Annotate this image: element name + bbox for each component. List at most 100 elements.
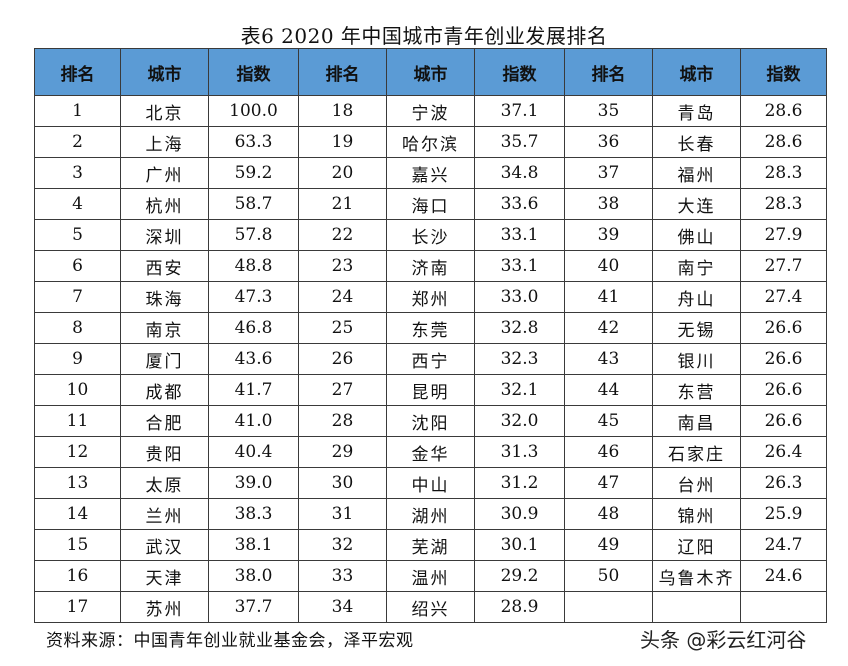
- rank-cell: 36: [564, 126, 653, 158]
- city-cell: 大连: [652, 188, 741, 220]
- rank-cell: 43: [564, 343, 653, 375]
- city-cell: 上海: [120, 126, 209, 158]
- rank-cell: 46: [564, 436, 653, 468]
- city-cell: 武汉: [120, 529, 209, 561]
- rank-cell: 45: [564, 405, 653, 437]
- header-index: 指数: [474, 48, 565, 96]
- index-cell: 33.6: [474, 188, 565, 220]
- index-cell: 26.6: [740, 405, 827, 437]
- city-cell: 济南: [386, 250, 475, 282]
- index-cell: 38.1: [208, 529, 299, 561]
- rank-cell: 5: [34, 219, 121, 251]
- table-title: 表6 2020 年中国城市青年创业发展排名: [240, 24, 608, 48]
- source-note: 资料来源：中国青年创业就业基金会，泽平宏观: [46, 631, 414, 651]
- rank-cell: 32: [298, 529, 387, 561]
- rank-cell: 37: [564, 157, 653, 189]
- city-cell: 东营: [652, 374, 741, 406]
- table-row: 11 合肥 41.0 28 沈阳 32.0 45 南昌 26.6: [34, 405, 827, 437]
- index-cell: 48.8: [208, 250, 299, 282]
- index-cell: 26.6: [740, 374, 827, 406]
- ranking-table: 排名 城市 指数 排名 城市 指数 排名 城市 指数 1 北京 100.0 18 宁波 3…: [34, 48, 827, 623]
- index-cell: 24.6: [740, 560, 827, 592]
- index-cell: 25.9: [740, 498, 827, 530]
- table-row: 17 苏州 37.7 34 绍兴 28.9: [34, 591, 827, 623]
- rank-cell: 25: [298, 312, 387, 344]
- rank-cell: 9: [34, 343, 121, 375]
- index-cell: 33.0: [474, 281, 565, 313]
- table-row: 9 厦门 43.6 26 西宁 32.3 43 银川 26.6: [34, 343, 827, 375]
- index-cell: 27.9: [740, 219, 827, 251]
- rank-cell: 14: [34, 498, 121, 530]
- city-cell: 苏州: [120, 591, 209, 623]
- rank-cell: 48: [564, 498, 653, 530]
- city-cell: 沈阳: [386, 405, 475, 437]
- index-cell: 28.9: [474, 591, 565, 623]
- city-cell: 兰州: [120, 498, 209, 530]
- table-row: 2 上海 63.3 19 哈尔滨 35.7 36 长春 28.6: [34, 126, 827, 158]
- rank-cell: 27: [298, 374, 387, 406]
- city-cell: 成都: [120, 374, 209, 406]
- rank-cell: 30: [298, 467, 387, 499]
- city-cell: 郑州: [386, 281, 475, 313]
- city-cell: 贵阳: [120, 436, 209, 468]
- city-cell: 宁波: [386, 95, 475, 127]
- rank-cell: 12: [34, 436, 121, 468]
- index-cell: 43.6: [208, 343, 299, 375]
- rank-cell: 10: [34, 374, 121, 406]
- city-cell: 南京: [120, 312, 209, 344]
- rank-cell: 26: [298, 343, 387, 375]
- city-cell: 温州: [386, 560, 475, 592]
- city-cell: 舟山: [652, 281, 741, 313]
- rank-cell: 50: [564, 560, 653, 592]
- city-cell: 北京: [120, 95, 209, 127]
- header-index: 指数: [740, 48, 827, 96]
- index-cell: [740, 591, 827, 623]
- header-rank: 排名: [298, 48, 387, 96]
- city-cell: 石家庄: [652, 436, 741, 468]
- index-cell: 32.0: [474, 405, 565, 437]
- city-cell: 厦门: [120, 343, 209, 375]
- rank-cell: 17: [34, 591, 121, 623]
- table-row: 10 成都 41.7 27 昆明 32.1 44 东营 26.6: [34, 374, 827, 406]
- index-cell: 39.0: [208, 467, 299, 499]
- index-cell: 59.2: [208, 157, 299, 189]
- index-cell: 26.3: [740, 467, 827, 499]
- table-row: 6 西安 48.8 23 济南 33.1 40 南宁 27.7: [34, 250, 827, 282]
- rank-cell: 3: [34, 157, 121, 189]
- watermark: 头条 @彩云红河谷: [640, 628, 807, 652]
- rank-cell: 41: [564, 281, 653, 313]
- rank-cell: 4: [34, 188, 121, 220]
- city-cell: 嘉兴: [386, 157, 475, 189]
- city-cell: 天津: [120, 560, 209, 592]
- city-cell: 银川: [652, 343, 741, 375]
- rank-cell: 16: [34, 560, 121, 592]
- rank-cell: 13: [34, 467, 121, 499]
- city-cell: 海口: [386, 188, 475, 220]
- city-cell: 中山: [386, 467, 475, 499]
- table-row: 13 太原 39.0 30 中山 31.2 47 台州 26.3: [34, 467, 827, 499]
- city-cell: 台州: [652, 467, 741, 499]
- index-cell: 58.7: [208, 188, 299, 220]
- header-city: 城市: [386, 48, 475, 96]
- index-cell: 37.7: [208, 591, 299, 623]
- rank-cell: 33: [298, 560, 387, 592]
- table-row: 5 深圳 57.8 22 长沙 33.1 39 佛山 27.9: [34, 219, 827, 251]
- city-cell: 广州: [120, 157, 209, 189]
- rank-cell: 19: [298, 126, 387, 158]
- city-cell: 昆明: [386, 374, 475, 406]
- city-cell: 芜湖: [386, 529, 475, 561]
- city-cell: 无锡: [652, 312, 741, 344]
- city-cell: 佛山: [652, 219, 741, 251]
- city-cell: 珠海: [120, 281, 209, 313]
- rank-cell: 39: [564, 219, 653, 251]
- header-row: 排名 城市 指数 排名 城市 指数 排名 城市 指数: [34, 48, 827, 96]
- index-cell: 41.0: [208, 405, 299, 437]
- index-cell: 29.2: [474, 560, 565, 592]
- index-cell: 38.0: [208, 560, 299, 592]
- rank-cell: 1: [34, 95, 121, 127]
- header-city: 城市: [652, 48, 741, 96]
- index-cell: 32.3: [474, 343, 565, 375]
- city-cell: 乌鲁木齐: [652, 560, 741, 592]
- rank-cell: 6: [34, 250, 121, 282]
- index-cell: 28.3: [740, 188, 827, 220]
